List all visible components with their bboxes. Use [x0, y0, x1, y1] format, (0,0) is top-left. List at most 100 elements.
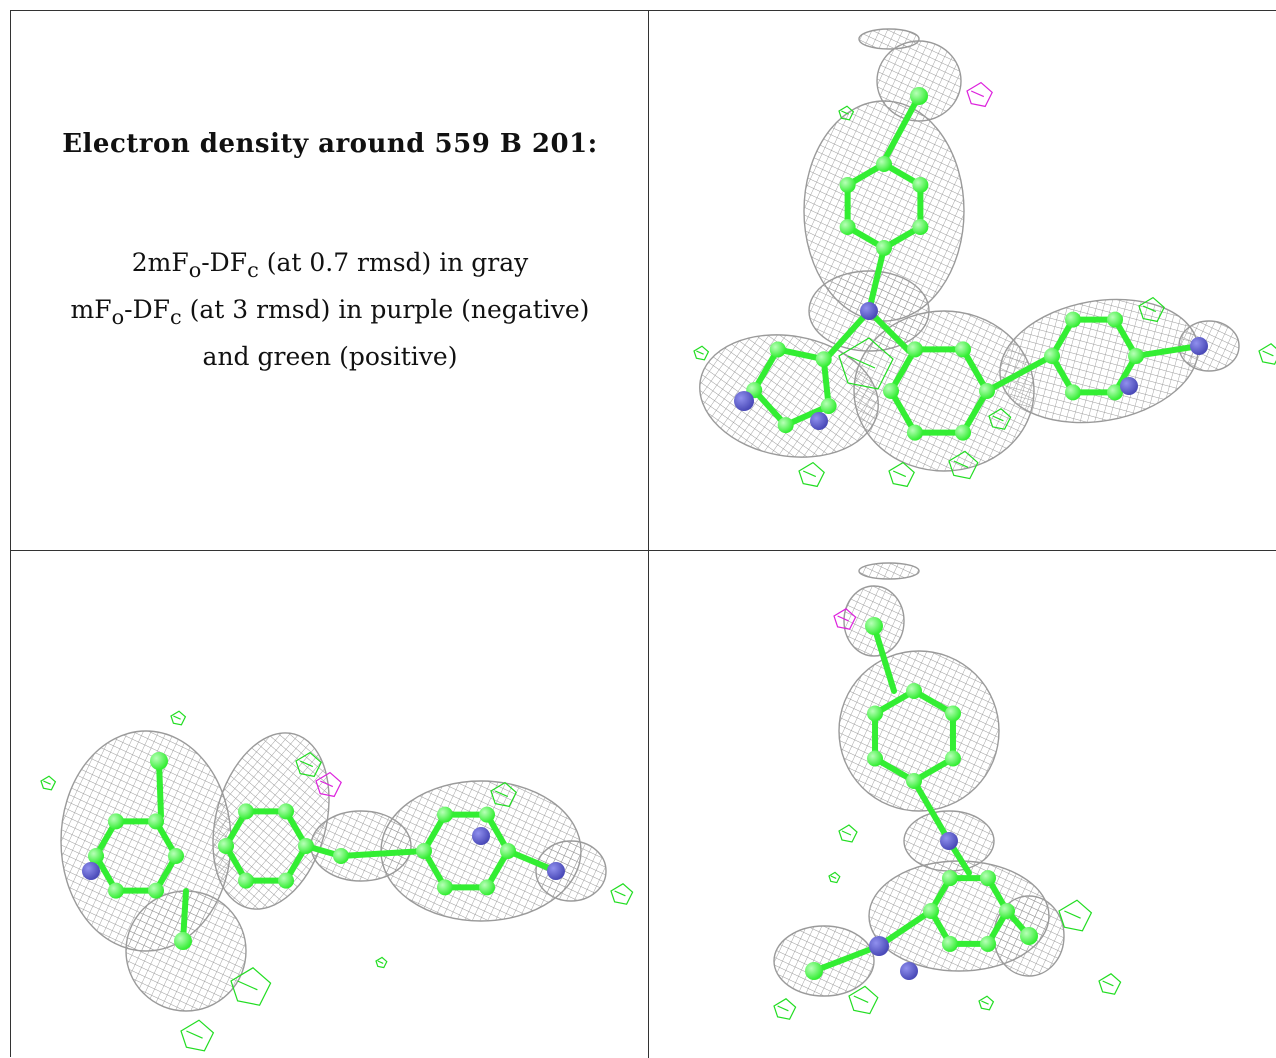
density-mesh: [1178, 320, 1240, 372]
legend-line-gray: 2mFo-DFc (at 0.7 rmsd) in gray: [131, 248, 529, 282]
carbon-atom: [979, 383, 995, 399]
carbon-atom: [839, 219, 856, 235]
positive-difference-density: [798, 461, 825, 488]
positive-difference-density: [838, 105, 855, 121]
carbon-atom: [1044, 348, 1060, 364]
positive-difference-density: [988, 408, 1012, 430]
bond: [881, 93, 922, 164]
carbon-atom: [1107, 384, 1123, 401]
carbon-atom: [942, 870, 958, 887]
negative-difference-density: [966, 81, 993, 108]
carbon-atom: [148, 882, 164, 899]
carbon-atom: [298, 838, 314, 854]
density-image-1: [693, 28, 1276, 488]
carbon-atom: [820, 398, 837, 414]
carbon-atom: [1020, 927, 1038, 945]
density-mesh: [699, 334, 879, 458]
carbon-atom: [867, 705, 884, 722]
carbon-atom: [906, 773, 922, 789]
positive-difference-density: [838, 824, 858, 843]
density-mesh: [858, 28, 920, 50]
carbon-atom: [944, 705, 961, 722]
legend-line-difference: mFo-DFc (at 3 rmsd) in purple (negative): [70, 295, 590, 329]
carbon-atom: [1065, 311, 1081, 328]
carbon-atom: [980, 935, 996, 952]
carbon-atom: [479, 806, 495, 823]
density-view-3: [649, 551, 1276, 1058]
negative-difference-density: [315, 771, 342, 798]
positive-difference-density: [375, 956, 388, 969]
negative-difference-density: [833, 608, 857, 630]
density-view-2: [11, 551, 649, 1058]
carbon-atom: [865, 617, 883, 635]
carbon-atom: [148, 813, 164, 830]
positive-difference-density: [40, 775, 57, 791]
density-mesh: [838, 650, 1000, 812]
nitrogen-atom: [860, 302, 878, 320]
legend-text: 2mFo-DFc (at 0.7 rmsd) in gray mFo-DFc (…: [11, 243, 648, 376]
positive-difference-density: [230, 967, 272, 1006]
bond: [156, 758, 164, 819]
carbon-atom: [108, 882, 124, 899]
carbon-atom: [923, 903, 939, 919]
carbon-atom: [88, 848, 104, 864]
nitrogen-atom: [472, 827, 490, 845]
nitrogen-atom: [1120, 377, 1138, 395]
bond: [871, 623, 897, 694]
positive-difference-density: [295, 751, 322, 778]
carbon-atom: [278, 872, 294, 889]
carbon-atom: [912, 177, 929, 193]
bond: [876, 908, 934, 949]
density-mesh: [773, 925, 875, 997]
positive-difference-density: [1258, 343, 1276, 365]
density-mesh: [535, 840, 607, 902]
carbon-atom: [942, 935, 958, 952]
carbon-atom: [278, 803, 294, 820]
positive-difference-density: [773, 998, 797, 1020]
carbon-atom: [876, 240, 892, 256]
positive-difference-density: [490, 781, 517, 808]
carbon-atom: [944, 750, 961, 767]
positive-difference-density: [170, 710, 187, 726]
bond: [811, 943, 882, 974]
bond: [1133, 343, 1202, 359]
carbon-atom: [437, 806, 453, 823]
carbon-atom: [168, 848, 184, 864]
figure-title: Electron density around 559 B 201:: [62, 129, 598, 159]
figure-grid: Electron density around 559 B 201: 2mFo-…: [10, 10, 1276, 1058]
positive-difference-density: [693, 345, 710, 361]
carbon-atom: [867, 750, 884, 767]
carbon-atom: [777, 417, 794, 434]
carbon-atom: [174, 932, 192, 950]
carbon-atom: [1128, 348, 1144, 364]
positive-difference-density: [948, 450, 979, 480]
density-mesh: [310, 810, 412, 882]
carbon-atom: [500, 843, 516, 859]
carbon-atom: [805, 962, 823, 980]
bond: [866, 308, 912, 354]
density-image-3: [773, 562, 1122, 1020]
carbon-atom: [839, 177, 856, 193]
carbon-atom: [955, 424, 971, 441]
carbon-atom: [980, 870, 996, 887]
nitrogen-atom: [734, 391, 754, 411]
carbon-atom: [108, 813, 124, 830]
carbon-atom: [876, 156, 892, 172]
nitrogen-atom: [940, 832, 958, 850]
positive-difference-density: [978, 995, 995, 1011]
density-image-2: [40, 710, 634, 1052]
positive-difference-density: [1058, 899, 1093, 932]
positive-difference-density: [610, 883, 634, 905]
bond: [338, 848, 427, 859]
carbon-atom: [912, 219, 929, 235]
carbon-atom: [238, 803, 254, 820]
carbon-atom: [218, 838, 234, 854]
carbon-atom: [333, 848, 349, 864]
carbon-atom: [907, 424, 923, 441]
bond: [984, 353, 1055, 394]
carbon-atom: [416, 843, 432, 859]
carbon-atom: [906, 683, 922, 699]
positive-difference-density: [828, 871, 841, 884]
positive-difference-density: [1138, 296, 1165, 323]
carbon-atom: [883, 383, 899, 399]
